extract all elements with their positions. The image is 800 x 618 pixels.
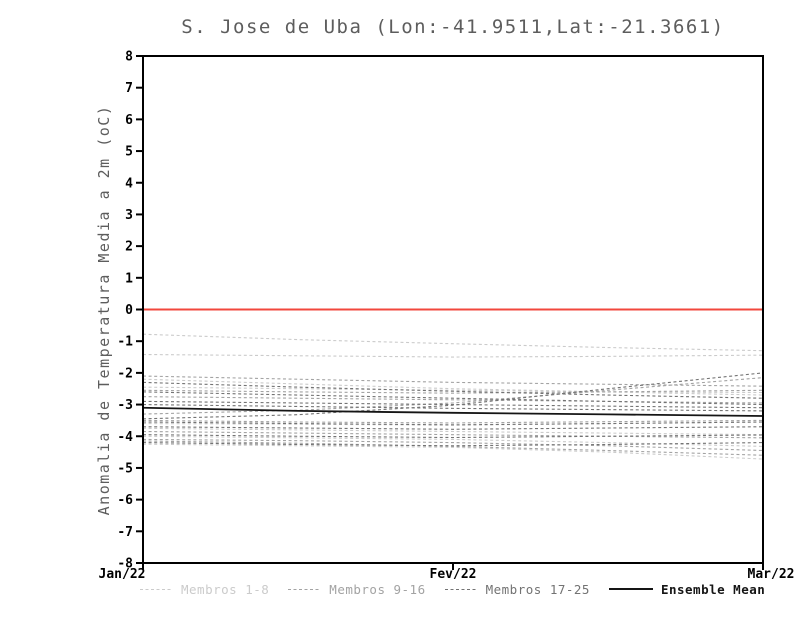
member-line [142,438,764,452]
legend-label: Membros 1-8 [181,581,270,597]
y-tick-label: -4 [117,430,133,445]
legend-dashed-line-sample [288,588,322,590]
legend-item: Membros 17-25 [444,581,590,597]
legend-label: Membros 9-16 [329,581,426,597]
member-line [142,375,764,387]
member-line [142,377,764,415]
member-line [142,400,764,409]
member-line [142,434,764,439]
member-line [142,389,764,394]
y-tick-label: -8 [117,557,133,572]
y-tick-label: 8 [125,50,133,65]
member-line [142,372,764,420]
member-line [142,440,764,456]
member-line [142,430,764,439]
x-tick-label: Jan/22 [99,567,146,582]
y-tick-label: 0 [125,303,133,318]
member-line [142,378,764,396]
member-line [142,419,764,424]
chart-title: S. Jose de Uba (Lon:-41.9511,Lat:-21.366… [181,16,725,38]
x-tick-label: Fev/22 [430,567,477,582]
y-tick-label: -5 [117,461,133,476]
member-line [142,404,764,412]
y-tick-label: 4 [125,176,133,191]
member-line [142,381,764,399]
y-tick-label: 1 [125,271,133,286]
legend-item: Ensemble Mean [608,581,766,597]
y-tick-label: 6 [125,113,133,128]
member-line [142,333,764,352]
y-tick-label: -3 [117,398,133,413]
x-tick-label: Mar/22 [748,567,795,582]
legend-dashed-line-sample [140,588,173,590]
legend: Membros 1-8 Membros 9-16 Membros 17-25 Ense… [140,580,765,598]
member-line [142,426,764,430]
y-tick-label: -1 [117,335,133,350]
member-line [142,442,764,447]
member-line [142,391,764,406]
y-tick-label: 2 [125,240,133,255]
member-line [142,427,764,436]
member-line [142,386,764,394]
y-tick-label: 7 [125,81,133,96]
y-tick-label: 5 [125,145,133,160]
member-line [142,353,764,358]
y-tick-label: -2 [117,366,133,381]
legend-solid-line-sample [608,588,653,590]
legend-item: Membros 1-8 [140,582,269,597]
y-tick-label: 3 [125,208,133,223]
legend-label: Ensemble Mean [660,581,766,597]
ensemble-mean-line [142,406,764,417]
y-tick-label: -6 [117,493,133,508]
legend-dashed-line-sample [444,588,478,590]
legend-label: Membros 17-25 [485,581,590,597]
y-tick-label: -7 [117,525,133,540]
member-line [142,443,764,460]
member-line [142,421,764,426]
member-line [142,396,764,404]
legend-item: Membros 9-16 [288,582,425,597]
